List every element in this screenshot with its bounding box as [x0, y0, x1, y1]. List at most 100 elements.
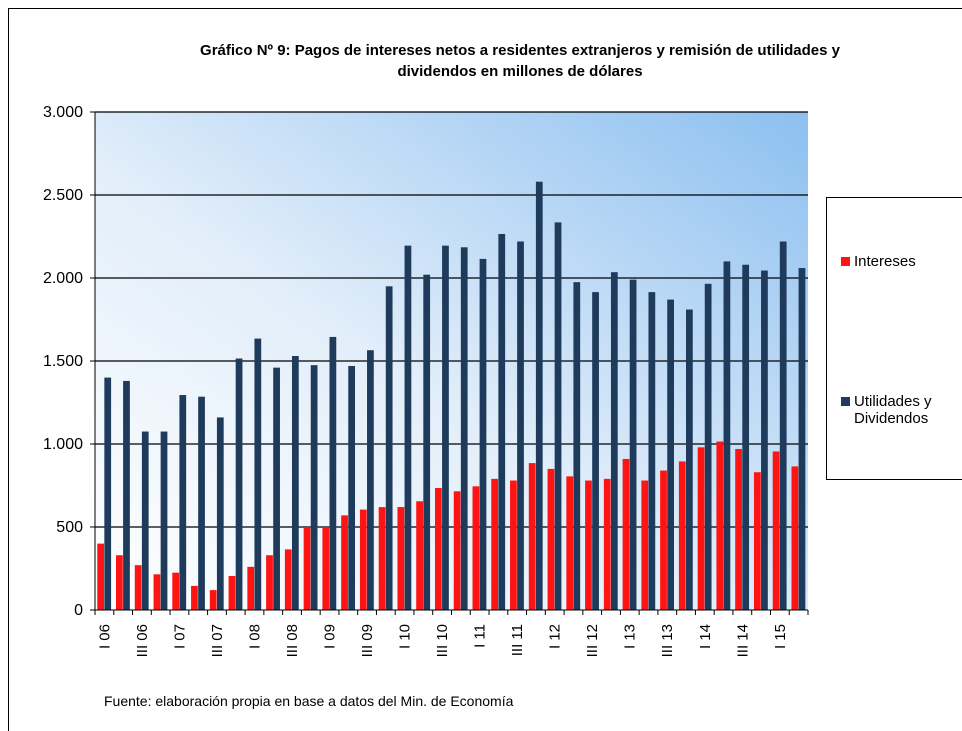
bar	[123, 380, 130, 610]
bar	[453, 491, 461, 610]
bar	[678, 461, 686, 610]
legend-label: Utilidades y Dividendos	[854, 393, 932, 427]
bar	[228, 575, 236, 610]
bar	[104, 377, 112, 610]
x-tick-label: III 07	[209, 624, 226, 657]
x-tick-label: III 13	[659, 624, 676, 657]
bar	[566, 476, 574, 610]
x-tick-label: I 06	[96, 624, 113, 649]
bar	[498, 234, 506, 610]
bar	[134, 565, 142, 610]
bar	[303, 527, 311, 610]
bar	[667, 299, 674, 610]
bar	[179, 395, 187, 610]
bar	[592, 292, 599, 610]
legend-label: Intereses	[854, 253, 916, 270]
bar	[329, 336, 337, 610]
bar	[235, 358, 243, 610]
bar	[573, 282, 581, 610]
bar	[284, 549, 292, 610]
bar	[322, 527, 330, 610]
bar	[397, 507, 405, 610]
bar	[385, 286, 393, 610]
bar	[198, 396, 205, 610]
x-tick-label: I 11	[472, 624, 489, 648]
bar	[610, 272, 618, 610]
bar	[585, 480, 592, 610]
x-tick-label: III 10	[434, 624, 451, 657]
x-tick-label: I 07	[171, 624, 188, 649]
x-tick-label: III 11	[509, 624, 526, 656]
bar	[479, 258, 487, 610]
bar	[603, 478, 611, 610]
x-tick-label: I 13	[622, 624, 639, 649]
bar	[779, 241, 787, 611]
x-tick-label: III 06	[134, 624, 151, 657]
bar	[341, 515, 348, 610]
legend-entry: Intereses	[841, 253, 961, 270]
bar	[629, 279, 637, 610]
x-tick-label: I 15	[772, 624, 789, 649]
bar	[686, 309, 693, 610]
x-tick-label: III 12	[584, 624, 601, 657]
bar	[472, 486, 480, 610]
bar	[761, 270, 768, 610]
bar	[378, 507, 386, 610]
bar	[510, 480, 517, 610]
bar	[442, 245, 449, 610]
bar	[416, 501, 423, 610]
bar	[798, 268, 806, 610]
bar	[247, 566, 255, 610]
bar	[622, 458, 630, 610]
bar	[697, 447, 705, 610]
x-tick-label: III 09	[359, 624, 376, 657]
bar	[172, 572, 180, 610]
y-tick-label: 0	[74, 602, 83, 619]
frame	[8, 8, 962, 731]
bar	[547, 468, 555, 610]
title-box: Gráfico Nº 9: Pagos de intereses netos a…	[200, 42, 840, 80]
legend: Intereses Utilidades y Dividendos	[826, 197, 962, 480]
legend-swatch	[841, 397, 850, 406]
bar	[735, 448, 742, 610]
bar	[517, 241, 524, 611]
x-tick-label: I 10	[397, 624, 414, 649]
bar	[209, 590, 217, 610]
x-tick-label: I 09	[322, 624, 339, 649]
bar	[791, 466, 799, 610]
bar	[367, 350, 374, 610]
bar	[310, 365, 318, 610]
bar	[648, 292, 656, 610]
bar	[97, 543, 105, 610]
bar	[460, 247, 468, 611]
bar	[723, 261, 731, 610]
legend-entry: Utilidades y Dividendos	[841, 393, 961, 427]
bar	[660, 470, 667, 610]
bar	[491, 478, 499, 610]
bar	[291, 356, 299, 610]
bar	[116, 555, 123, 610]
bar	[191, 585, 198, 610]
y-tick-label: 2.500	[43, 187, 83, 204]
bar	[423, 274, 431, 610]
bar	[348, 365, 356, 610]
bar	[554, 222, 562, 610]
bar	[404, 245, 412, 610]
bar	[141, 431, 149, 610]
bar	[641, 480, 649, 610]
bar	[753, 472, 761, 610]
y-tick-label: 500	[56, 519, 83, 536]
x-tick-label: I 14	[697, 624, 714, 649]
bar	[273, 367, 280, 610]
bar	[528, 463, 536, 610]
y-tick-label: 3.000	[43, 104, 83, 121]
bar	[266, 555, 273, 610]
y-tick-label: 1.500	[43, 353, 83, 370]
bar	[359, 509, 367, 610]
source-note: Fuente: elaboración propia en base a dat…	[104, 693, 514, 709]
bar	[160, 431, 168, 610]
y-tick-label: 2.000	[43, 270, 83, 287]
bar	[434, 487, 442, 610]
